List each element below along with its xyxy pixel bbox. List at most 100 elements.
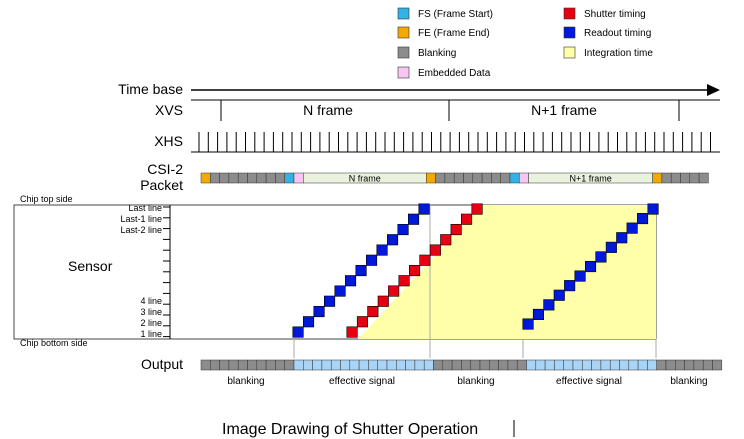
output-blanking-cell (479, 359, 490, 371)
output-effective-cell (619, 359, 630, 371)
line-label-last-2: Last-2 line (120, 225, 162, 235)
output-effective-cell (526, 359, 537, 371)
output-effective-cell (303, 359, 313, 371)
output-effective-cell (377, 359, 388, 371)
packet-n-frame-label: N frame (349, 174, 381, 184)
shutter-square-n1 (367, 305, 379, 318)
packet-blanking (453, 172, 464, 184)
output-blanking-cell (693, 359, 704, 371)
output-effective-cell (340, 359, 351, 371)
output-blanking-cell (656, 359, 667, 371)
output-seg-blanking-2: blanking (457, 376, 494, 387)
output-blanking-cell (442, 359, 453, 371)
readout-square-n1 (647, 203, 659, 215)
packet-fe (426, 172, 436, 184)
packet-blanking (444, 172, 455, 184)
readout-square-n1 (636, 213, 649, 225)
output-blanking-cell (275, 359, 285, 371)
xvs-label: XVS (155, 102, 183, 118)
output-blanking-cell (712, 359, 723, 371)
xhs-signal (191, 132, 720, 153)
output-blanking-cell (498, 359, 509, 371)
output-seg-effective-2: effective signal (556, 376, 622, 387)
output-label: Output (141, 356, 183, 372)
output-blanking-cell (284, 359, 295, 371)
packet-blanking (500, 172, 511, 184)
output-blanking-cell (684, 359, 695, 371)
output-blanking-cell (507, 359, 518, 371)
output-effective-cell (563, 359, 574, 371)
legend-shutter-label: Shutter timing (584, 9, 646, 20)
shutter-square-n1 (398, 275, 410, 287)
readout-square-n (386, 234, 399, 246)
legend-fe-label: FE (Frame End) (418, 28, 490, 39)
output-effective-cell (386, 359, 397, 371)
packet-blanking (210, 172, 220, 184)
legend-readout-swatch (563, 26, 576, 39)
time-base-arrow (191, 84, 720, 96)
readout-square-n1 (595, 251, 607, 263)
chip-top-label: Chip top side (20, 194, 73, 204)
csi2-label-line1: CSI-2 (147, 161, 183, 177)
readout-square-n1 (532, 308, 545, 321)
output-blanking-cell (516, 359, 527, 371)
readout-square-n (334, 285, 346, 297)
packet-fe (200, 172, 211, 184)
readout-square-n (407, 213, 420, 225)
legend-embedded-label: Embedded Data (418, 68, 491, 79)
xvs-signal: N frame N+1 frame (191, 99, 720, 121)
readout-square-n (397, 224, 409, 236)
output-effective-cell (554, 359, 564, 371)
packet-blanking (661, 172, 672, 184)
diagram-caption: Image Drawing of Shutter Operation (222, 421, 478, 438)
xvs-n1-frame-label: N+1 frame (531, 102, 597, 118)
readout-square-n1 (564, 280, 576, 292)
readout-square-n (313, 305, 325, 318)
shutter-square-n1 (429, 244, 441, 256)
readout-square-n1 (605, 241, 617, 253)
output-effective-cell (628, 359, 639, 371)
legend-fe-swatch (397, 26, 410, 39)
legend-readout-label: Readout timing (584, 28, 651, 39)
packet-embedded (293, 172, 304, 184)
readout-square-n (344, 275, 357, 287)
xvs-n-frame-label: N frame (303, 102, 353, 118)
output-blanking-cell (433, 359, 444, 371)
packet-blanking (680, 172, 691, 184)
output-effective-cell (358, 359, 369, 371)
legend-embedded-swatch (397, 66, 410, 79)
output-blanking-cell (256, 359, 267, 371)
output-blanking-cell (665, 359, 676, 371)
packet-blanking (219, 172, 230, 184)
output-blanking-cell (489, 359, 499, 371)
shutter-square-n1 (471, 203, 483, 215)
output-blanking-cell (237, 359, 248, 371)
output-blanking-cell (265, 359, 276, 371)
output-effective-cell (544, 359, 555, 371)
legend-fs-label: FS (Frame Start) (418, 9, 493, 20)
shutter-square-n1 (460, 213, 473, 225)
readout-square-n1 (574, 270, 586, 282)
line-label-3: 3 line (140, 307, 162, 317)
output-blanking-cell (200, 359, 211, 371)
output-row (200, 359, 723, 371)
line-label-1: 1 line (140, 329, 162, 339)
sensor-label: Sensor (68, 258, 113, 274)
output-blanking-cell (219, 359, 230, 371)
output-effective-cell (312, 359, 323, 371)
packet-fs (284, 172, 295, 184)
line-label-last-1: Last-1 line (120, 214, 162, 224)
output-effective-cell (582, 359, 592, 371)
csi2-label-line2: Packet (140, 177, 183, 193)
packet-blanking (265, 172, 276, 184)
output-effective-cell (321, 359, 332, 371)
line-label-last: Last line (128, 203, 162, 213)
readout-square-n (292, 326, 304, 338)
time-base-label: Time base (118, 81, 183, 97)
readout-square-n (418, 203, 430, 215)
output-effective-cell (637, 359, 648, 371)
csi2-packet-row: N frame N+1 frame (200, 172, 709, 184)
packet-fe (652, 172, 663, 184)
packet-blanking (698, 172, 709, 184)
